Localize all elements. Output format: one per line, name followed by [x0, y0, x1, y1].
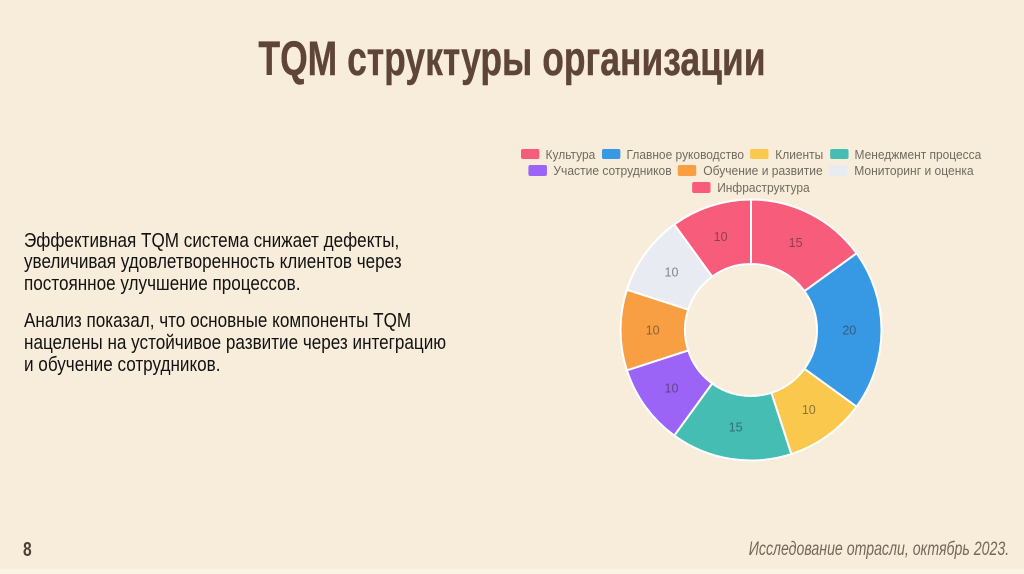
- svg-text:20: 20: [842, 324, 856, 338]
- svg-text:10: 10: [802, 403, 816, 417]
- svg-text:15: 15: [789, 236, 803, 250]
- svg-text:10: 10: [714, 230, 728, 244]
- svg-text:15: 15: [729, 421, 743, 435]
- svg-text:10: 10: [665, 381, 679, 395]
- svg-text:10: 10: [646, 324, 660, 338]
- svg-text:10: 10: [665, 266, 679, 280]
